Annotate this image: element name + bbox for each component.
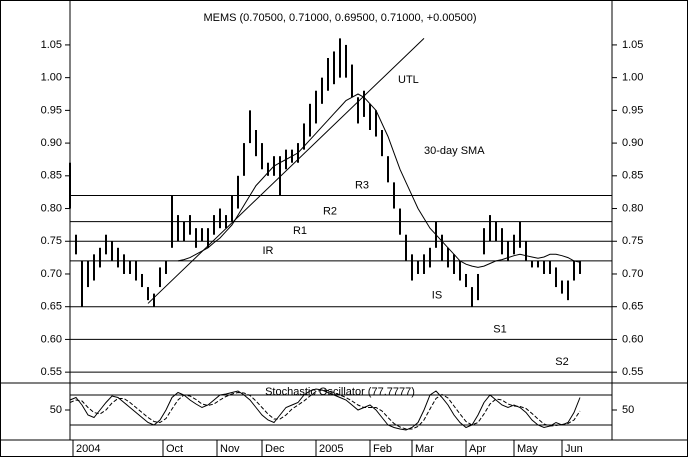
y-tick-label: 1.05 <box>41 39 62 51</box>
level-label: IR <box>263 245 274 257</box>
y-tick-label: 0.80 <box>622 202 643 214</box>
y-tick-label: 50 <box>622 404 634 416</box>
y-tick-label: 0.70 <box>41 268 62 280</box>
y-tick-label: 1.00 <box>41 72 62 84</box>
y-tick-label: 0.60 <box>41 333 62 345</box>
x-tick-label: Apr <box>469 443 486 455</box>
oscillator-title: Stochastic Oscillator (77.7777) <box>265 386 415 398</box>
x-tick-label: 2004 <box>76 443 100 455</box>
y-tick-label: 0.60 <box>622 333 643 345</box>
y-tick-label: 0.95 <box>41 104 62 116</box>
y-tick-label: 50 <box>50 404 62 416</box>
sma-line <box>177 93 581 268</box>
trendline <box>147 38 425 304</box>
level-label: R3 <box>355 179 369 191</box>
y-tick-label: 0.80 <box>41 202 62 214</box>
y-tick-label: 0.70 <box>622 268 643 280</box>
x-tick-label: May <box>517 443 538 455</box>
level-label: R1 <box>293 225 307 237</box>
x-tick-label: Dec <box>265 443 285 455</box>
y-tick-label: 0.65 <box>41 301 62 313</box>
y-tick-label: 0.55 <box>41 366 62 378</box>
y-tick-label: 0.65 <box>622 301 643 313</box>
level-label: R2 <box>323 206 337 218</box>
x-tick-label: Nov <box>220 443 240 455</box>
level-label: IS <box>432 290 442 302</box>
trendline-label: UTL <box>398 74 419 86</box>
level-label: S2 <box>555 356 568 368</box>
y-tick-label: 0.75 <box>41 235 62 247</box>
chart-title: MEMS (0.70500, 0.71000, 0.69500, 0.71000… <box>203 12 476 24</box>
y-tick-label: 1.00 <box>622 72 643 84</box>
y-tick-label: 1.05 <box>622 39 643 51</box>
x-tick-label: Feb <box>373 443 392 455</box>
oscillator-line <box>69 388 581 431</box>
y-tick-label: 0.55 <box>622 366 643 378</box>
y-tick-label: 0.75 <box>622 235 643 247</box>
sma-label: 30-day SMA <box>424 145 485 157</box>
x-tick-label: 2005 <box>319 443 343 455</box>
y-tick-label: 0.95 <box>622 104 643 116</box>
oscillator-line <box>69 389 581 430</box>
x-tick-label: Oct <box>166 443 183 455</box>
y-tick-label: 0.90 <box>622 137 643 149</box>
x-tick-label: Mar <box>415 443 434 455</box>
level-label: S1 <box>493 323 506 335</box>
y-tick-label: 0.90 <box>41 137 62 149</box>
y-tick-label: 0.85 <box>622 170 643 182</box>
x-tick-label: Jun <box>565 443 583 455</box>
y-tick-label: 0.85 <box>41 170 62 182</box>
